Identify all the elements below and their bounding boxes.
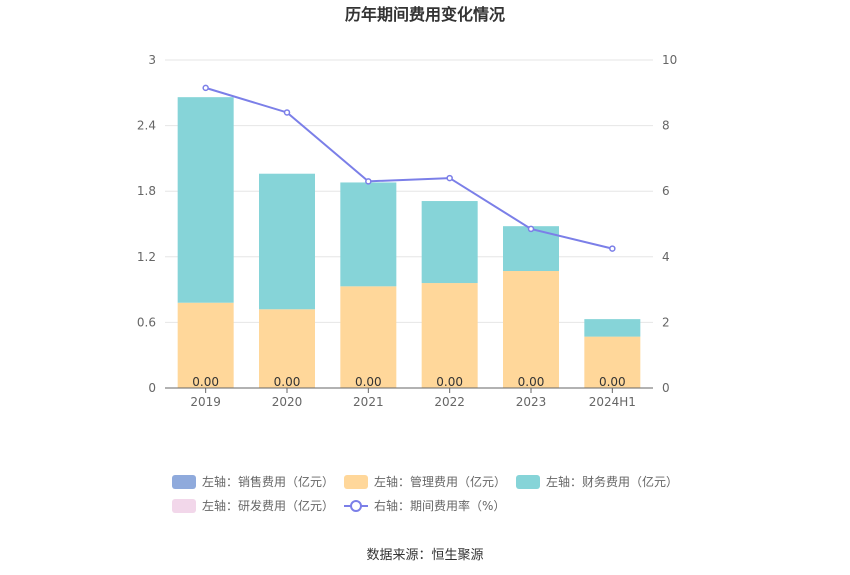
rate-point <box>283 109 291 116</box>
bar-2020-s1 <box>259 309 315 388</box>
left-tick-label: 1.2 <box>137 250 156 264</box>
left-tick-label: 3 <box>148 53 156 67</box>
left-tick-label: 0 <box>148 381 156 395</box>
legend[interactable]: 左轴：销售费用（亿元） 左轴：管理费用（亿元） 左轴：财务费用（亿元） 左轴：研发费用… <box>172 474 678 513</box>
bar-value-label: 0.00 <box>599 375 626 389</box>
x-tick-label: 2023 <box>516 395 547 409</box>
bar-value-label: 0.00 <box>355 375 382 389</box>
right-tick-label: 10 <box>662 53 677 67</box>
bar-2024H1-s1 <box>584 336 641 388</box>
line-series <box>202 84 616 252</box>
legend-label: 右轴：期间费用率（%） <box>374 498 505 513</box>
bar-value-label: 0.00 <box>274 375 301 389</box>
bar-data-labels: 0.00 0.00 0.00 0.00 0.00 0.00 <box>192 375 625 389</box>
bar-2021-s2 <box>340 182 397 287</box>
right-tick-label: 6 <box>662 184 670 198</box>
bar-2024H1-s2 <box>584 319 641 337</box>
bar-2022-s2 <box>421 201 478 284</box>
legend-label: 左轴：销售费用（亿元） <box>202 474 334 489</box>
x-tick-label: 2020 <box>272 395 303 409</box>
bar-value-label: 0.00 <box>518 375 545 389</box>
legend-circle-marker <box>350 500 362 512</box>
bar-2020-s2 <box>259 173 315 310</box>
legend-swatch <box>172 499 196 513</box>
left-axis-ticks: 0 0.6 1.2 1.8 2.4 3 <box>137 53 156 395</box>
legend-swatch <box>172 475 196 489</box>
bar-value-label: 0.00 <box>192 375 219 389</box>
bar-2022-s1 <box>421 283 478 388</box>
rate-point <box>527 225 535 233</box>
left-tick-label: 2.4 <box>137 119 156 133</box>
legend-item[interactable]: 左轴：管理费用（亿元） <box>344 474 506 489</box>
rate-line <box>205 86 613 250</box>
legend-item[interactable]: 左轴：研发费用（亿元） <box>172 498 334 513</box>
bar-series <box>177 97 641 388</box>
legend-label: 左轴：财务费用（亿元） <box>546 474 678 489</box>
bar-2019-s2 <box>177 97 234 303</box>
x-tick-label: 2024H1 <box>589 395 636 409</box>
legend-item[interactable]: 左轴：财务费用（亿元） <box>516 474 678 489</box>
left-tick-label: 1.8 <box>137 184 156 198</box>
data-source: 数据来源：恒生聚源 <box>366 548 483 563</box>
rate-point <box>202 84 209 92</box>
bar-value-label: 0.00 <box>436 375 463 389</box>
legend-label: 左轴：管理费用（亿元） <box>374 474 506 489</box>
right-tick-label: 4 <box>662 250 670 264</box>
right-tick-label: 0 <box>662 381 670 395</box>
legend-label: 左轴：研发费用（亿元） <box>202 498 334 513</box>
bar-2023-s1 <box>503 271 559 388</box>
rate-point <box>609 245 616 252</box>
left-tick-label: 0.6 <box>137 315 156 329</box>
x-tick-label: 2021 <box>353 395 384 409</box>
chart-title: 历年期间费用变化情况 <box>345 5 505 24</box>
right-tick-label: 8 <box>662 119 670 133</box>
rate-point <box>446 174 453 182</box>
x-tick-label: 2022 <box>434 395 465 409</box>
rate-point <box>365 178 372 185</box>
legend-swatch <box>344 475 368 489</box>
x-axis-ticks: 2019 2020 2021 2022 2023 2024H1 <box>190 388 636 409</box>
bar-2019-s1 <box>177 302 234 388</box>
gridlines <box>165 59 653 323</box>
right-tick-label: 2 <box>662 315 670 329</box>
bar-2021-s1 <box>340 286 397 388</box>
x-tick-label: 2019 <box>190 395 221 409</box>
legend-swatch <box>516 475 540 489</box>
legend-item[interactable]: 右轴：期间费用率（%） <box>344 498 505 513</box>
legend-item[interactable]: 左轴：销售费用（亿元） <box>172 474 334 489</box>
right-axis-ticks: 0 2 4 6 8 10 <box>662 53 677 395</box>
